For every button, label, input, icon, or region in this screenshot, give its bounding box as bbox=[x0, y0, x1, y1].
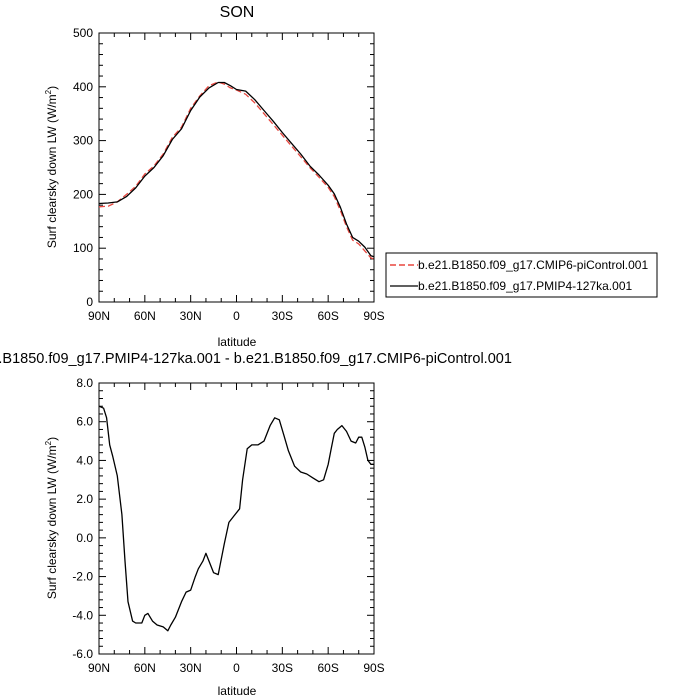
bottom-chart-title: b.e21.B1850.f09_g17.PMIP4-127ka.001 - b.… bbox=[0, 351, 512, 367]
bottom-x-axis-label: latitude bbox=[218, 684, 257, 698]
y-tick-label: 0.0 bbox=[76, 531, 93, 545]
y-tick-label: 4.0 bbox=[76, 453, 93, 467]
x-tick-label: 30S bbox=[272, 661, 293, 675]
y-tick-label: 8.0 bbox=[76, 376, 93, 390]
top-y-axis-label-sup: 2 bbox=[44, 89, 53, 94]
x-tick-label: 90S bbox=[363, 661, 384, 675]
top-y-tick-labels: 0 100 200 300 400 500 bbox=[73, 26, 93, 309]
series-line-1 bbox=[98, 81, 375, 258]
legend-label-picontrol: b.e21.B1850.f09_g17.CMIP6-piControl.001 bbox=[418, 258, 648, 272]
y-tick-label: 200 bbox=[73, 187, 93, 201]
top-x-axis-label: latitude bbox=[218, 335, 257, 349]
series-line-0 bbox=[98, 81, 375, 260]
bottom-x-tick-labels: 90N 60N 30N 0 30S 60S 90S bbox=[88, 661, 385, 675]
bottom-tick-marks bbox=[98, 382, 375, 655]
y-tick-label: 6.0 bbox=[76, 415, 93, 429]
x-tick-label: 0 bbox=[233, 661, 240, 675]
bottom-y-axis-label-sup: 2 bbox=[44, 440, 53, 445]
top-y-axis-label: Surf clearsky down LW (W/m2) bbox=[44, 86, 59, 248]
bottom-y-tick-labels: -6.0 -4.0 -2.0 0.0 2.0 4.0 6.0 8.0 bbox=[72, 376, 93, 661]
legend-label-127ka: b.e21.B1850.f09_g17.PMIP4-127ka.001 bbox=[418, 279, 632, 293]
series-line-0 bbox=[98, 405, 374, 632]
x-tick-label: 30S bbox=[272, 309, 293, 323]
top-x-tick-labels: 90N 60N 30N 0 30S 60S 90S bbox=[88, 309, 385, 323]
bottom-series-lines bbox=[98, 405, 374, 632]
x-tick-label: 30N bbox=[180, 309, 202, 323]
top-panel: SON 0 100 200 300 400 500 90N 60N 30N 0 30S 60S 90S… bbox=[44, 4, 385, 349]
legend-frame bbox=[385, 252, 658, 298]
y-tick-label: -6.0 bbox=[72, 647, 93, 661]
top-tick-marks bbox=[98, 32, 375, 303]
bottom-y-axis-label-close: ) bbox=[45, 437, 59, 441]
x-tick-label: 90N bbox=[88, 661, 110, 675]
y-tick-label: 400 bbox=[73, 80, 93, 94]
x-tick-label: 0 bbox=[233, 309, 240, 323]
y-tick-label: 2.0 bbox=[76, 492, 93, 506]
top-chart-title: SON bbox=[220, 4, 255, 21]
bottom-panel: b.e21.B1850.f09_g17.PMIP4-127ka.001 - b.… bbox=[0, 351, 512, 698]
y-tick-label: -4.0 bbox=[72, 608, 93, 622]
x-tick-label: 60N bbox=[134, 309, 156, 323]
top-series-lines bbox=[98, 81, 375, 260]
top-y-axis-label-close: ) bbox=[45, 86, 59, 90]
top-y-axis-label-main: Surf clearsky down LW (W/m bbox=[45, 94, 59, 248]
legend: b.e21.B1850.f09_g17.CMIP6-piControl.001 … bbox=[385, 252, 658, 298]
bottom-y-axis-label-main: Surf clearsky down LW (W/m bbox=[45, 445, 59, 599]
top-plot-frame bbox=[98, 32, 375, 303]
x-tick-label: 60S bbox=[317, 309, 338, 323]
bottom-y-axis-label: Surf clearsky down LW (W/m2) bbox=[44, 437, 59, 599]
x-tick-label: 90N bbox=[88, 309, 110, 323]
x-tick-label: 60S bbox=[317, 661, 338, 675]
y-tick-label: 500 bbox=[73, 26, 93, 40]
x-tick-label: 60N bbox=[134, 661, 156, 675]
x-tick-label: 30N bbox=[180, 661, 202, 675]
y-tick-label: 300 bbox=[73, 134, 93, 148]
bottom-plot-frame bbox=[98, 382, 375, 655]
x-tick-label: 90S bbox=[363, 309, 384, 323]
y-tick-label: -2.0 bbox=[72, 570, 93, 584]
y-tick-label: 100 bbox=[73, 241, 93, 255]
y-tick-label: 0 bbox=[86, 295, 93, 309]
